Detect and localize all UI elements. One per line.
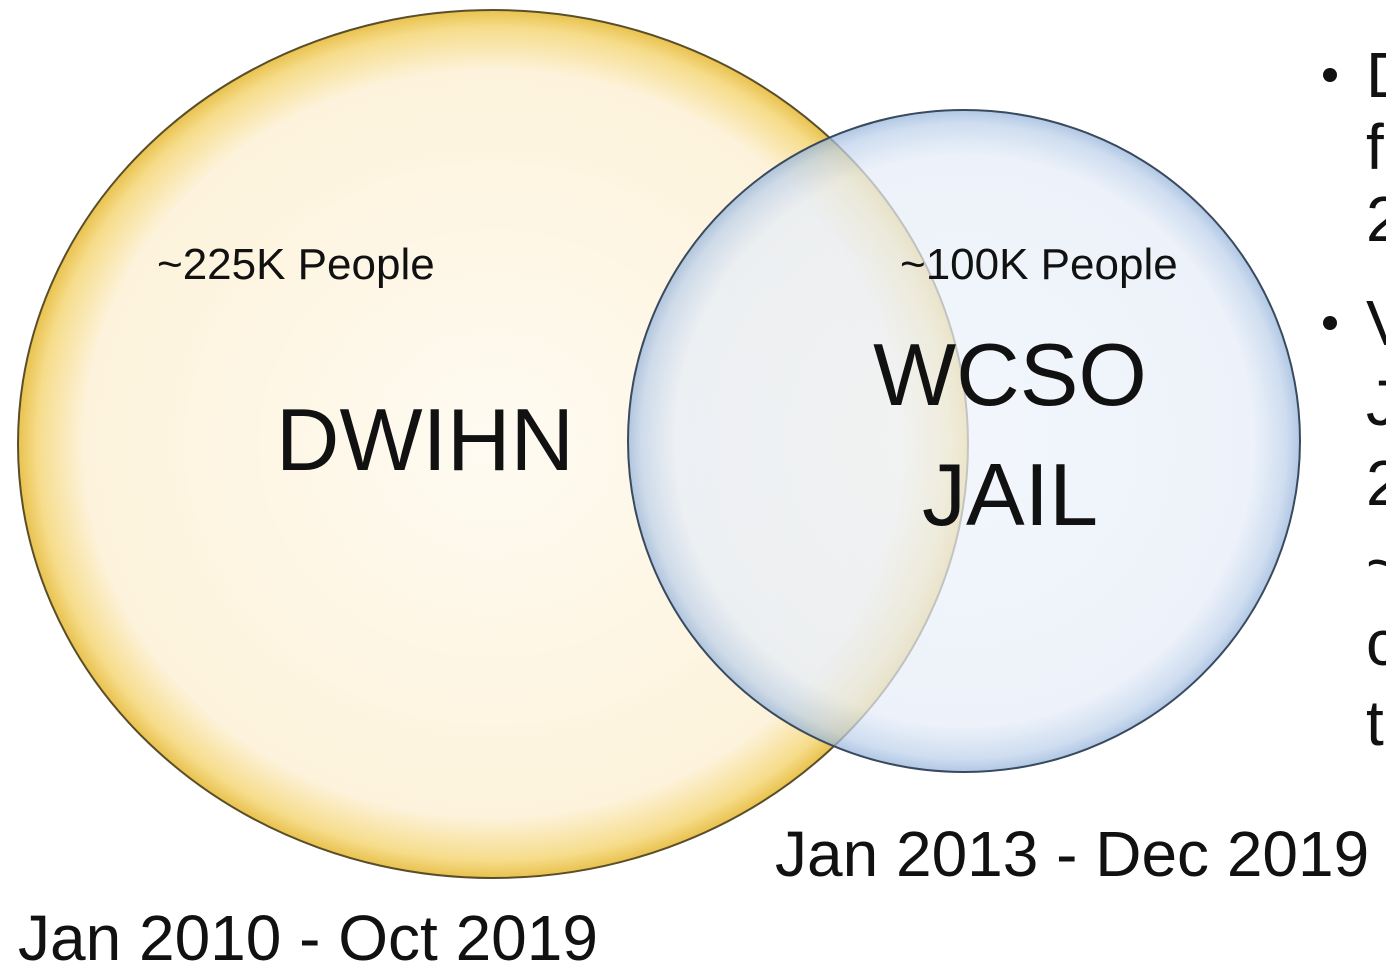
bullet-text-line: D bbox=[1366, 39, 1386, 111]
right-circle bbox=[627, 109, 1301, 773]
bullet-list: Df2VJ2~ct bbox=[1323, 39, 1386, 759]
right-name-line: JAIL bbox=[922, 445, 1098, 544]
bullet-text-line: t bbox=[1366, 687, 1384, 759]
bullet-text-line: V bbox=[1366, 287, 1386, 359]
bullet-text-line: f bbox=[1366, 111, 1384, 183]
left-date-range: Jan 2010 - Oct 2019 bbox=[18, 902, 598, 966]
bullet-dot bbox=[1323, 316, 1337, 330]
bullet-text-line: 2 bbox=[1366, 183, 1386, 255]
right-count: ~100K People bbox=[900, 240, 1178, 289]
bullet-dot bbox=[1323, 68, 1337, 82]
right-date-range: Jan 2013 - Dec 2019 bbox=[775, 818, 1369, 890]
left-count: ~225K People bbox=[157, 240, 435, 289]
right-name-line: WCSO bbox=[873, 325, 1147, 424]
bullet-text-line: J bbox=[1366, 367, 1386, 439]
bullet-text-line: ~ bbox=[1366, 527, 1386, 599]
bullet-text-line: 2 bbox=[1366, 447, 1386, 519]
bullet-text-line: c bbox=[1366, 607, 1386, 679]
left-name: DWIHN bbox=[276, 390, 574, 489]
